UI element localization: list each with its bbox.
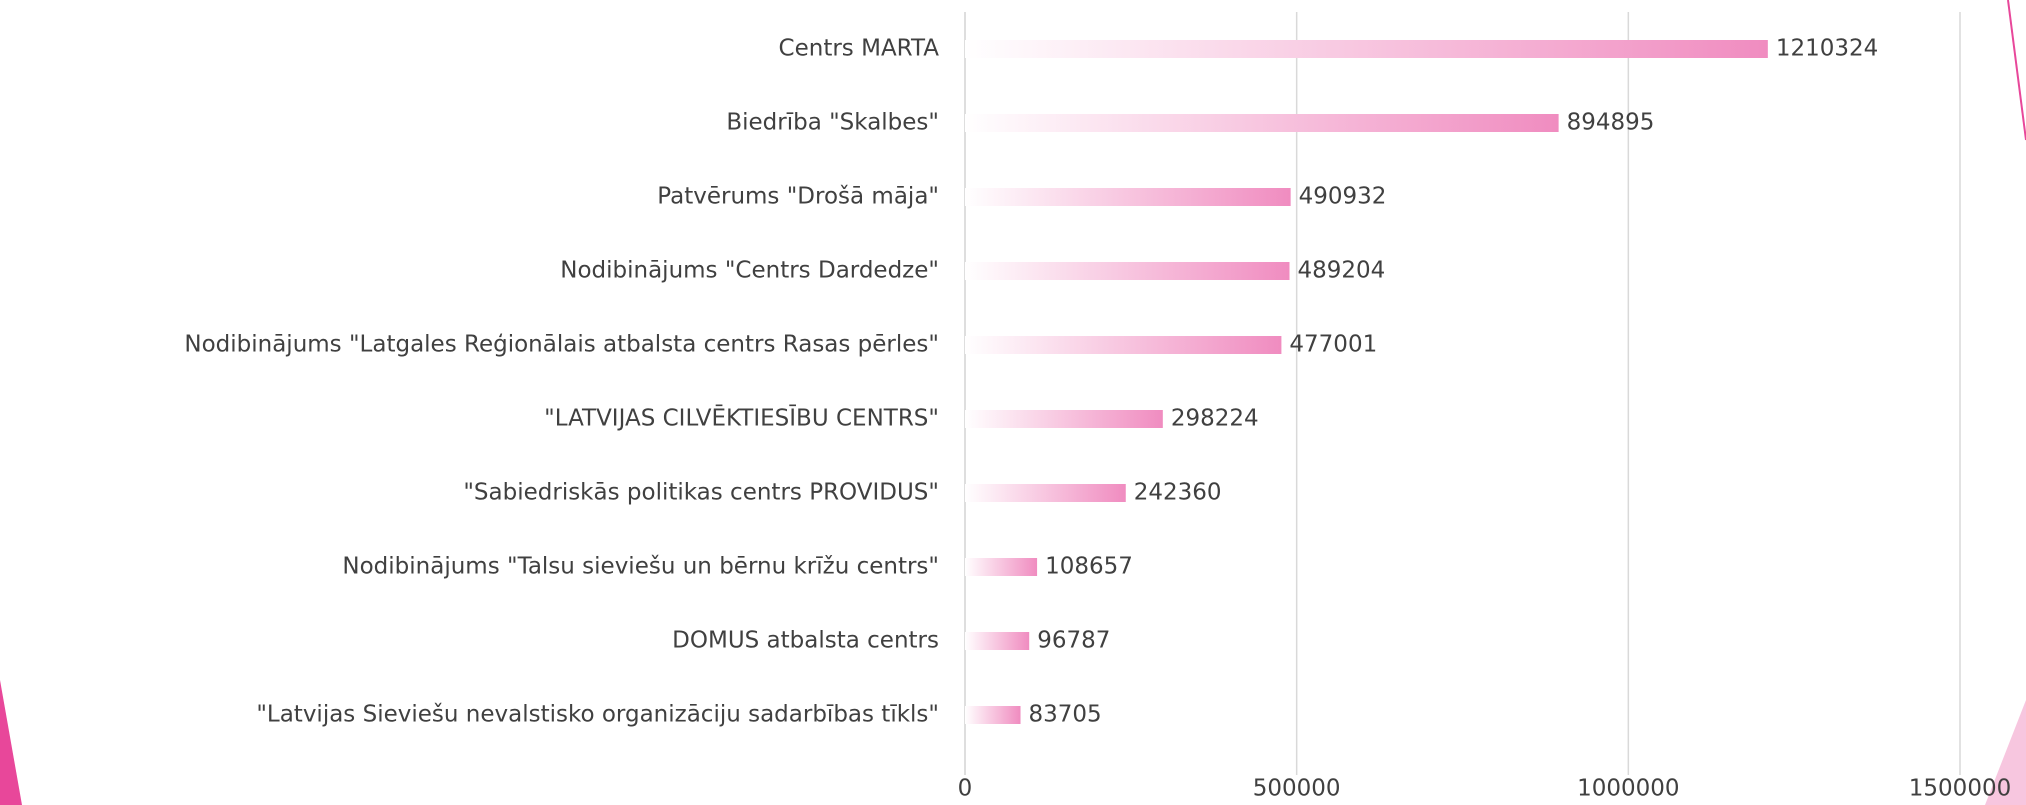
bar [965,632,1030,650]
y-tick-label: Biedrība "Skalbes" [726,110,939,136]
bar [965,484,1126,502]
y-tick-label: Centrs MARTA [779,36,940,62]
value-label: 298224 [1171,406,1259,432]
decor-right-line [2007,0,2026,141]
value-label: 83705 [1029,702,1102,728]
bar [965,40,1768,58]
y-tick-label: "Latvijas Sieviešu nevalstisko organizāc… [256,702,939,728]
x-tick-label: 1000000 [1577,776,1679,802]
value-label: 894895 [1567,110,1655,136]
y-tick-label: "LATVIJAS CILVĒKTIESĪBU CENTRS" [544,405,939,432]
value-label: 242360 [1134,480,1222,506]
decor-right [1985,700,2026,805]
bar [965,410,1163,428]
x-tick-label: 500000 [1253,776,1341,802]
value-label: 108657 [1045,554,1133,580]
y-tick-label: DOMUS atbalsta centrs [672,628,939,654]
y-tick-label: Nodibinājums "Centrs Dardedze" [560,258,939,284]
y-tick-label: "Sabiedriskās politikas centrs PROVIDUS" [463,480,939,506]
decor-left [0,680,22,805]
bar [965,558,1038,576]
value-label: 96787 [1037,628,1110,654]
bar [965,114,1559,132]
value-label: 1210324 [1776,36,1878,62]
y-tick-label: Nodibinājums "Latgales Reģionālais atbal… [184,332,939,358]
y-tick-label: Nodibinājums "Talsu sieviešu un bērnu kr… [342,554,939,580]
y-tick-label: Patvērums "Drošā māja" [657,184,939,210]
bar [965,336,1282,354]
value-label: 477001 [1289,332,1377,358]
value-label: 489204 [1298,258,1386,284]
x-tick-label: 0 [958,776,973,802]
bar [965,188,1291,206]
value-label: 490932 [1299,184,1387,210]
bar [965,706,1021,724]
bar [965,262,1290,280]
x-tick-label: 1500000 [1909,776,2011,802]
